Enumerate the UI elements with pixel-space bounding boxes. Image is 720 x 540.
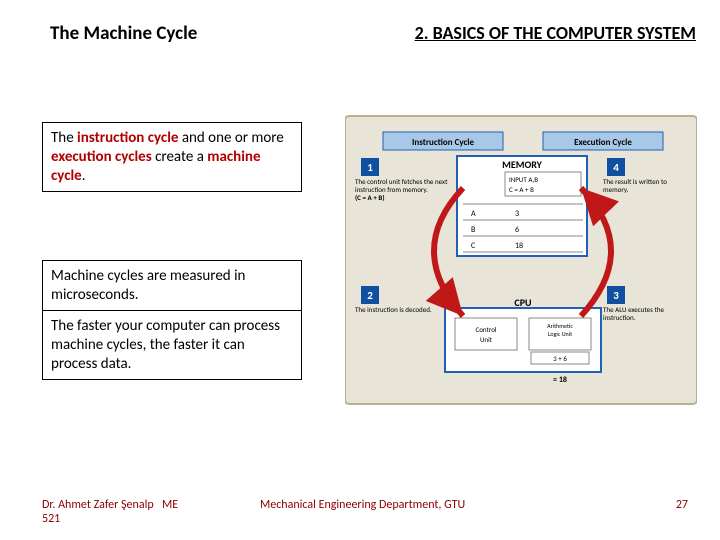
svg-text:3: 3	[515, 209, 519, 219]
textbox-faster: The faster your computer can process mac…	[42, 310, 302, 380]
textbox-microseconds: Machine cycles are measured in microseco…	[42, 260, 302, 312]
text: create a	[152, 148, 208, 166]
label-cpu: CPU	[514, 296, 531, 309]
footer-page-number: 27	[676, 498, 688, 512]
svg-text:Logic Unit: Logic Unit	[548, 330, 572, 338]
label-c-eq: C = A + B	[509, 185, 534, 194]
slide: The Machine Cycle 2. BASICS OF THE COMPU…	[0, 0, 720, 540]
text: and one or more	[178, 129, 283, 147]
label-execution-cycle: Execution Cycle	[574, 137, 632, 148]
svg-text:18: 18	[515, 241, 523, 251]
highlight-execution-cycles: execution cycles	[51, 148, 152, 166]
step4-text: The result is written to memory.	[603, 178, 689, 194]
text: .	[82, 167, 86, 185]
svg-text:A: A	[471, 209, 476, 219]
label-instruction-cycle: Instruction Cycle	[412, 137, 474, 148]
footer-course: ME	[162, 498, 178, 512]
highlight-instruction-cycle: instruction cycle	[77, 129, 178, 147]
slide-title-right: 2. BASICS OF THE COMPUTER SYSTEM	[415, 22, 696, 44]
text: The	[51, 129, 77, 147]
step2-text: The instruction is decoded.	[355, 306, 441, 314]
svg-text:Unit: Unit	[480, 335, 493, 344]
label-input-ab: INPUT A,B	[509, 175, 538, 184]
slide-footer: Dr. Ahmet Zafer Şenalp 521 ME Mechanical…	[0, 494, 720, 526]
svg-text:6: 6	[515, 225, 519, 235]
svg-text:= 18: = 18	[553, 375, 567, 385]
svg-text:Arithmetic: Arithmetic	[547, 322, 573, 330]
slide-title-left: The Machine Cycle	[50, 22, 197, 45]
svg-text:C: C	[471, 241, 476, 251]
step3-text: The ALU executes the instruction.	[603, 306, 689, 322]
step1-text: The control unit fetches the next instru…	[355, 178, 451, 194]
svg-text:Control: Control	[475, 325, 496, 334]
footer-dept: Mechanical Engineering Department, GTU	[260, 498, 465, 512]
label-memory: MEMORY	[502, 158, 543, 171]
svg-text:3: 3	[613, 289, 619, 302]
step1-sub: (C = A + B)	[355, 194, 451, 202]
footer-author: Dr. Ahmet Zafer Şenalp 521	[42, 498, 154, 526]
textbox-machine-cycle-def: The instruction cycle and one or more ex…	[42, 122, 302, 192]
svg-text:4: 4	[613, 161, 619, 174]
svg-text:B: B	[471, 225, 476, 235]
svg-text:1: 1	[367, 161, 373, 174]
svg-text:2: 2	[367, 289, 373, 302]
svg-text:3 + 6: 3 + 6	[553, 354, 567, 363]
diagram-svg: Instruction Cycle Execution Cycle MEMORY…	[345, 110, 697, 410]
machine-cycle-diagram: Instruction Cycle Execution Cycle MEMORY…	[345, 110, 697, 410]
